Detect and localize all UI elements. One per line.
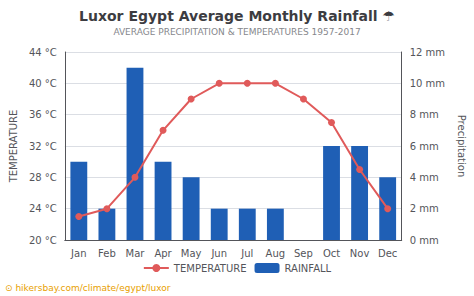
svg-text:Oct: Oct [323,248,340,259]
svg-text:20 °C: 20 °C [29,235,57,246]
svg-text:Jul: Jul [240,248,253,259]
svg-text:Nov: Nov [350,248,370,259]
svg-text:Sep: Sep [294,248,313,259]
svg-text:Luxor Egypt Average Monthly Ra: Luxor Egypt Average Monthly Rainfall ☂ [79,8,395,24]
svg-text:Feb: Feb [98,248,116,259]
svg-text:Jan: Jan [70,248,86,259]
svg-text:12 mm: 12 mm [410,47,445,58]
svg-text:Apr: Apr [154,248,172,259]
svg-text:6 mm: 6 mm [410,141,439,152]
svg-text:4 mm: 4 mm [410,172,439,183]
svg-text:Mar: Mar [126,248,146,259]
svg-text:40 °C: 40 °C [29,78,57,89]
svg-text:RAINFALL: RAINFALL [285,263,332,274]
svg-text:0 mm: 0 mm [410,235,439,246]
svg-text:44 °C: 44 °C [29,47,57,58]
svg-text:Dec: Dec [378,248,397,259]
svg-text:28 °C: 28 °C [29,172,57,183]
svg-text:Jun: Jun [210,248,227,259]
svg-text:⊙ hikersbay.com/climate/egypt/: ⊙ hikersbay.com/climate/egypt/luxor [5,283,171,293]
svg-text:24 °C: 24 °C [29,203,57,214]
svg-text:32 °C: 32 °C [29,141,57,152]
svg-text:TEMPERATURE: TEMPERATURE [8,110,19,184]
svg-text:2 mm: 2 mm [410,203,439,214]
svg-text:8 mm: 8 mm [410,109,439,120]
svg-text:Precipitation: Precipitation [456,115,467,178]
svg-text:AVERAGE PRECIPITATION & TEMPER: AVERAGE PRECIPITATION & TEMPERATURES 195… [113,27,360,37]
svg-text:36 °C: 36 °C [29,109,57,120]
svg-text:Aug: Aug [266,248,286,259]
svg-text:10 mm: 10 mm [410,78,445,89]
svg-text:May: May [181,248,202,259]
svg-text:TEMPERATURE: TEMPERATURE [173,263,247,274]
